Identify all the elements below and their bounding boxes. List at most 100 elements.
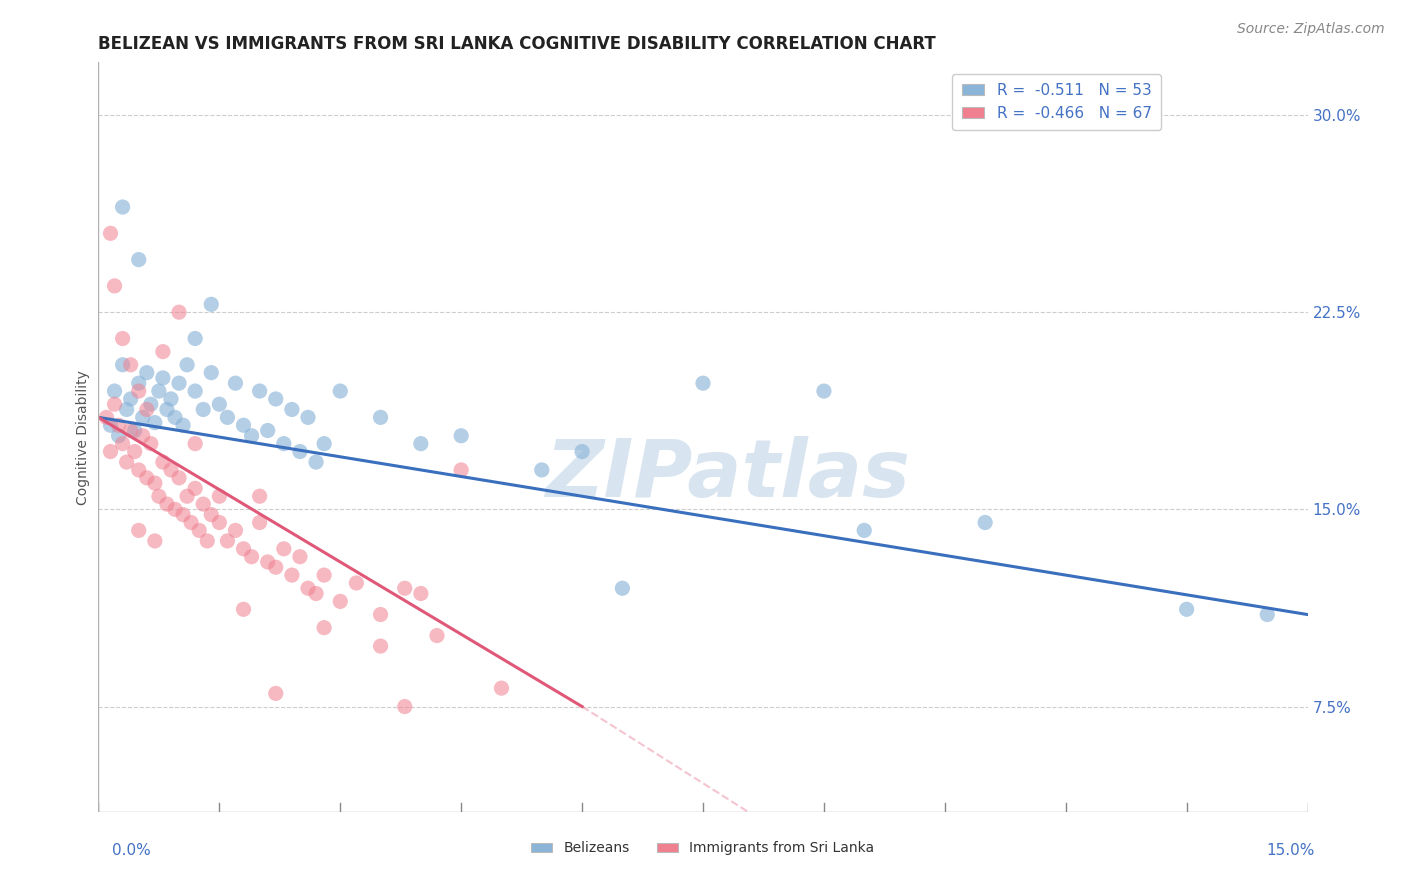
Point	[329, 594, 352, 608]
Point	[124, 444, 146, 458]
Point	[103, 384, 125, 398]
Point	[128, 463, 150, 477]
Point	[107, 418, 129, 433]
Point	[249, 489, 271, 503]
Point	[167, 471, 190, 485]
Point	[314, 568, 336, 582]
Point	[188, 524, 211, 538]
Point	[256, 555, 278, 569]
Point	[200, 366, 222, 380]
Point	[249, 516, 271, 530]
Point	[281, 402, 304, 417]
Point	[264, 686, 287, 700]
Point	[314, 621, 336, 635]
Text: BELIZEAN VS IMMIGRANTS FROM SRI LANKA COGNITIVE DISABILITY CORRELATION CHART: BELIZEAN VS IMMIGRANTS FROM SRI LANKA CO…	[98, 35, 936, 53]
Point	[128, 384, 150, 398]
Point	[156, 497, 179, 511]
Point	[297, 410, 319, 425]
Point	[208, 489, 231, 503]
Point	[120, 424, 142, 438]
Point	[217, 410, 239, 425]
Point	[128, 252, 150, 267]
Point	[217, 533, 239, 548]
Point	[297, 581, 319, 595]
Point	[1175, 602, 1198, 616]
Point	[148, 384, 170, 398]
Point	[115, 402, 138, 417]
Point	[139, 436, 162, 450]
Point	[160, 463, 183, 477]
Point	[240, 549, 263, 564]
Point	[184, 331, 207, 345]
Point	[143, 476, 166, 491]
Point	[256, 424, 278, 438]
Point	[143, 533, 166, 548]
Point	[240, 429, 263, 443]
Point	[135, 402, 157, 417]
Point	[115, 455, 138, 469]
Point	[184, 481, 207, 495]
Point	[273, 541, 295, 556]
Point	[370, 607, 392, 622]
Point	[409, 586, 432, 600]
Point	[152, 371, 174, 385]
Point	[281, 568, 304, 582]
Point	[344, 576, 367, 591]
Point	[273, 436, 295, 450]
Point	[124, 424, 146, 438]
Point	[184, 436, 207, 450]
Point	[128, 376, 150, 391]
Point	[394, 699, 416, 714]
Point	[208, 516, 231, 530]
Point	[208, 397, 231, 411]
Point	[176, 489, 198, 503]
Point	[96, 410, 118, 425]
Point	[100, 227, 122, 241]
Point	[180, 516, 202, 530]
Point	[853, 524, 876, 538]
Point	[200, 508, 222, 522]
Legend: Belizeans, Immigrants from Sri Lanka: Belizeans, Immigrants from Sri Lanka	[526, 836, 880, 861]
Point	[139, 397, 162, 411]
Point	[152, 344, 174, 359]
Point	[135, 471, 157, 485]
Point	[111, 331, 134, 345]
Point	[314, 436, 336, 450]
Point	[184, 384, 207, 398]
Point	[426, 629, 449, 643]
Point	[195, 533, 218, 548]
Point	[156, 402, 179, 417]
Point	[530, 463, 553, 477]
Point	[100, 444, 122, 458]
Point	[163, 502, 186, 516]
Point	[163, 410, 186, 425]
Point	[172, 508, 194, 522]
Point	[450, 429, 472, 443]
Point	[172, 418, 194, 433]
Point	[193, 402, 215, 417]
Point	[100, 418, 122, 433]
Point	[288, 444, 311, 458]
Point	[329, 384, 352, 398]
Point	[176, 358, 198, 372]
Point	[692, 376, 714, 391]
Point	[148, 489, 170, 503]
Point	[128, 524, 150, 538]
Point	[232, 602, 254, 616]
Point	[120, 358, 142, 372]
Point	[450, 463, 472, 477]
Text: 0.0%: 0.0%	[112, 843, 152, 858]
Point	[974, 516, 997, 530]
Point	[305, 586, 328, 600]
Point	[249, 384, 271, 398]
Point	[132, 410, 155, 425]
Point	[288, 549, 311, 564]
Point	[232, 418, 254, 433]
Point	[813, 384, 835, 398]
Point	[132, 429, 155, 443]
Point	[120, 392, 142, 406]
Point	[103, 279, 125, 293]
Point	[232, 541, 254, 556]
Point	[394, 581, 416, 595]
Point	[167, 305, 190, 319]
